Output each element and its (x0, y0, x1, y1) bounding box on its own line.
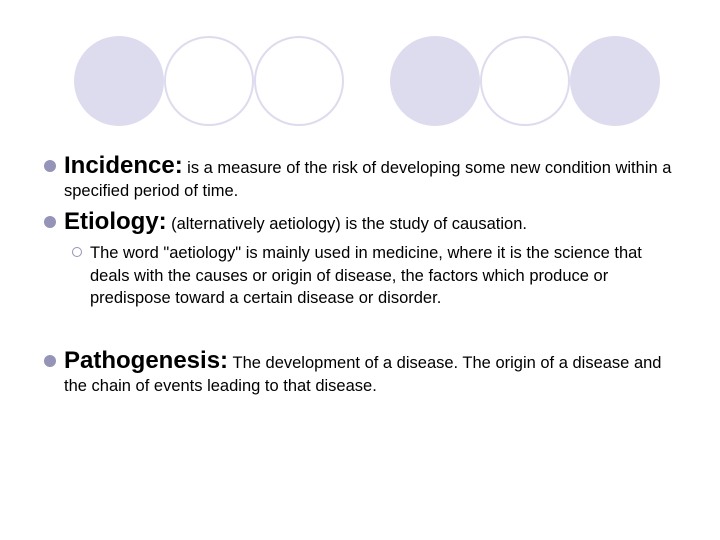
bullet-solid-icon (44, 216, 56, 228)
bullet-pathogenesis: Pathogenesis: The development of a disea… (44, 347, 676, 397)
decorative-circle (390, 36, 480, 126)
decorative-circle (74, 36, 164, 126)
bullet-solid-icon (44, 160, 56, 172)
bullet-etiology: Etiology: (alternatively aetiology) is t… (44, 208, 676, 236)
decorative-circle (570, 36, 660, 126)
decorative-circle (164, 36, 254, 126)
etiology-definition: (alternatively aetiology) is the study o… (171, 215, 527, 233)
etiology-text: Etiology: (alternatively aetiology) is t… (64, 208, 676, 236)
decorative-circle (480, 36, 570, 126)
bullet-solid-icon (44, 355, 56, 367)
slide-content: Incidence: is a measure of the risk of d… (44, 152, 676, 401)
spacer (44, 319, 676, 347)
pathogenesis-term: Pathogenesis: (64, 347, 228, 374)
etiology-term: Etiology: (64, 208, 167, 235)
incidence-text: Incidence: is a measure of the risk of d… (64, 152, 676, 202)
incidence-term: Incidence: (64, 152, 183, 179)
bullet-hollow-icon (72, 247, 82, 257)
sub-bullet-etiology: The word "aetiology" is mainly used in m… (72, 242, 676, 309)
pathogenesis-text: Pathogenesis: The development of a disea… (64, 347, 676, 397)
bullet-incidence: Incidence: is a measure of the risk of d… (44, 152, 676, 202)
decorative-circle (254, 36, 344, 126)
etiology-sub-text: The word "aetiology" is mainly used in m… (90, 242, 676, 309)
